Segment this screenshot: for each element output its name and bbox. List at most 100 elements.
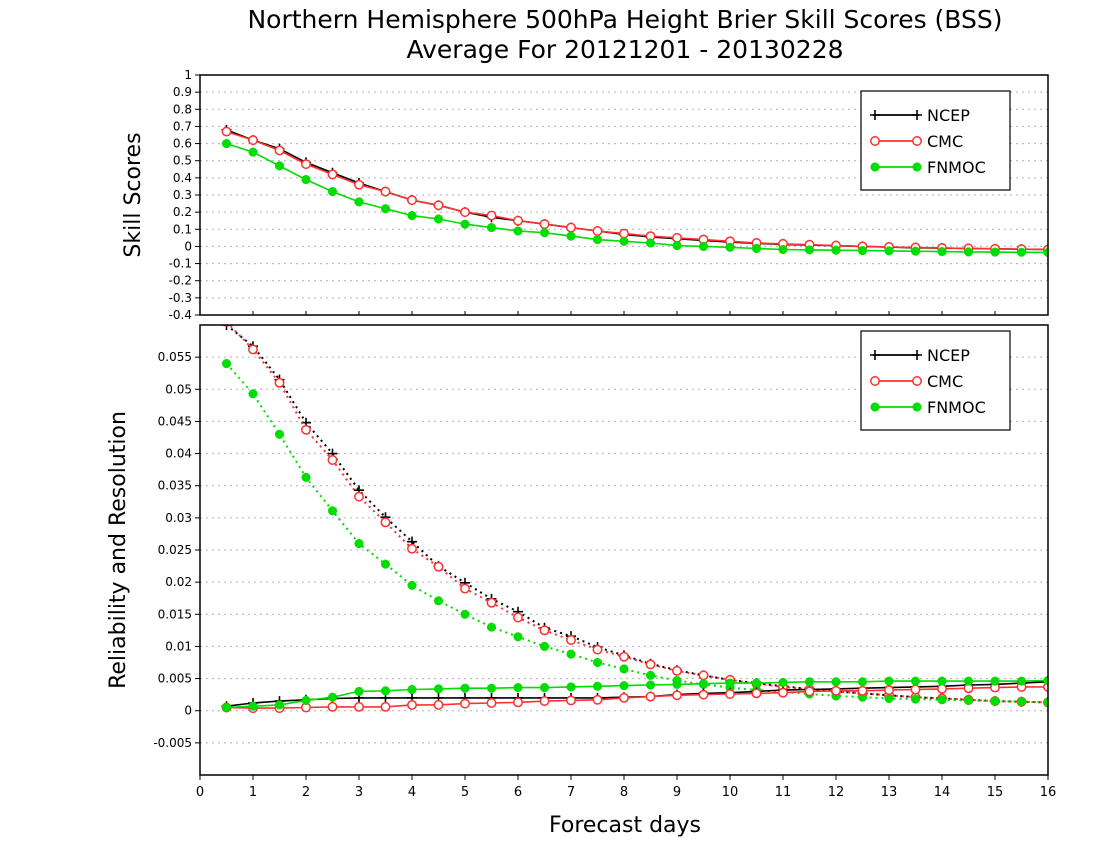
data-point-open-circle bbox=[539, 696, 550, 707]
data-point-plus bbox=[912, 110, 922, 120]
data-point-filled-circle bbox=[857, 245, 868, 256]
data-point-open-circle bbox=[870, 136, 880, 146]
data-point-filled-circle bbox=[804, 245, 815, 255]
data-point-open-circle bbox=[460, 207, 470, 218]
data-point-filled-circle bbox=[327, 187, 338, 197]
data-point-filled-circle bbox=[327, 692, 338, 702]
x-tick-label: 1 bbox=[249, 785, 257, 800]
x-tick-label: 12 bbox=[828, 785, 845, 800]
data-point-open-circle bbox=[486, 210, 497, 221]
data-point-open-circle bbox=[433, 200, 444, 211]
x-tick-label: 11 bbox=[775, 785, 792, 800]
series-cmc bbox=[222, 325, 1048, 708]
data-point-filled-circle bbox=[486, 683, 497, 693]
data-point-filled-circle bbox=[301, 695, 311, 705]
data-point-open-circle bbox=[619, 651, 629, 662]
data-point-filled-circle bbox=[778, 677, 788, 687]
data-point-filled-circle bbox=[248, 701, 258, 711]
data-point-filled-circle bbox=[619, 681, 629, 691]
x-tick-label: 15 bbox=[987, 785, 1004, 800]
data-point-filled-circle bbox=[884, 246, 894, 256]
data-point-filled-circle bbox=[698, 679, 709, 689]
data-point-open-circle bbox=[407, 699, 417, 710]
y-tick-label: -0.005 bbox=[153, 736, 192, 750]
x-tick-label: 7 bbox=[567, 785, 575, 800]
data-point-filled-circle bbox=[912, 162, 922, 172]
data-point-open-circle bbox=[672, 690, 682, 701]
data-point-open-circle bbox=[380, 186, 391, 197]
data-point-open-circle bbox=[221, 126, 232, 137]
y-tick-label: 0.02 bbox=[165, 575, 192, 589]
y-tick-label: 0.01 bbox=[165, 639, 192, 653]
y-tick-label: 1 bbox=[184, 68, 192, 82]
data-point-open-circle bbox=[751, 688, 762, 699]
data-point-plus bbox=[870, 110, 880, 120]
data-point-filled-circle bbox=[221, 702, 232, 713]
data-point-open-circle bbox=[433, 561, 444, 572]
data-point-open-circle bbox=[619, 228, 629, 239]
data-point-open-circle bbox=[592, 644, 603, 655]
data-point-filled-circle bbox=[274, 161, 285, 171]
data-point-open-circle bbox=[327, 701, 338, 712]
data-point-filled-circle bbox=[486, 622, 497, 632]
data-point-filled-circle bbox=[592, 235, 603, 245]
y-tick-label: 0.6 bbox=[173, 137, 192, 151]
data-point-filled-circle bbox=[354, 686, 364, 696]
x-tick-label: 10 bbox=[722, 785, 739, 800]
data-point-open-circle bbox=[460, 698, 470, 709]
data-point-filled-circle bbox=[380, 559, 391, 569]
data-point-filled-circle bbox=[619, 664, 629, 674]
data-point-filled-circle bbox=[645, 238, 656, 248]
y-tick-label: 0.04 bbox=[165, 447, 192, 461]
y-tick-label: 0 bbox=[184, 239, 192, 253]
y-tick-label: -0.4 bbox=[169, 308, 192, 322]
data-point-filled-circle bbox=[619, 236, 629, 246]
data-point-filled-circle bbox=[725, 678, 735, 688]
series-line-fnmoc bbox=[226, 679, 1048, 709]
data-point-open-circle bbox=[645, 659, 656, 670]
data-point-open-circle bbox=[513, 612, 523, 623]
data-point-filled-circle bbox=[274, 429, 285, 439]
data-point-open-circle bbox=[460, 583, 470, 594]
data-point-filled-circle bbox=[910, 246, 921, 256]
y-tick-label: 0.3 bbox=[173, 188, 192, 202]
data-point-filled-circle bbox=[804, 677, 815, 687]
data-point-open-circle bbox=[513, 215, 523, 226]
data-point-open-circle bbox=[645, 691, 656, 702]
y-tick-label: 0.2 bbox=[173, 205, 192, 219]
data-point-plus bbox=[912, 350, 922, 360]
data-point-open-circle bbox=[698, 670, 709, 681]
data-point-open-circle bbox=[778, 687, 788, 698]
series-cmc bbox=[221, 681, 1048, 714]
data-point-filled-circle bbox=[884, 693, 894, 704]
data-point-open-circle bbox=[857, 685, 868, 696]
reliability-ylabel: Reliability and Resolution bbox=[106, 411, 131, 689]
data-point-open-circle bbox=[486, 698, 497, 708]
legend-label-ncep: NCEP bbox=[927, 346, 970, 365]
data-point-open-circle bbox=[513, 697, 523, 708]
data-point-open-circle bbox=[698, 689, 709, 700]
data-point-filled-circle bbox=[831, 677, 841, 687]
y-tick-label: 0.015 bbox=[158, 607, 192, 621]
legend-label-fnmoc: FNMOC bbox=[927, 158, 986, 177]
data-point-filled-circle bbox=[460, 609, 470, 619]
data-point-filled-circle bbox=[301, 472, 311, 482]
data-point-filled-circle bbox=[870, 162, 880, 172]
data-point-filled-circle bbox=[1016, 676, 1027, 686]
legend-label-fnmoc: FNMOC bbox=[927, 398, 986, 417]
y-tick-label: 0.005 bbox=[158, 672, 192, 686]
x-tick-label: 4 bbox=[408, 785, 416, 800]
data-point-filled-circle bbox=[486, 223, 497, 233]
data-point-filled-circle bbox=[778, 244, 788, 255]
data-point-filled-circle bbox=[725, 242, 735, 252]
data-point-open-circle bbox=[539, 625, 550, 636]
data-point-filled-circle bbox=[460, 683, 470, 693]
data-point-open-circle bbox=[884, 685, 894, 696]
y-tick-label: 0.055 bbox=[158, 350, 192, 364]
y-tick-label: -0.3 bbox=[169, 291, 192, 305]
data-point-filled-circle bbox=[433, 596, 444, 606]
data-point-filled-circle bbox=[831, 245, 841, 255]
y-tick-label: 0.5 bbox=[173, 154, 192, 168]
data-point-filled-circle bbox=[407, 684, 417, 695]
data-point-filled-circle bbox=[513, 683, 523, 693]
